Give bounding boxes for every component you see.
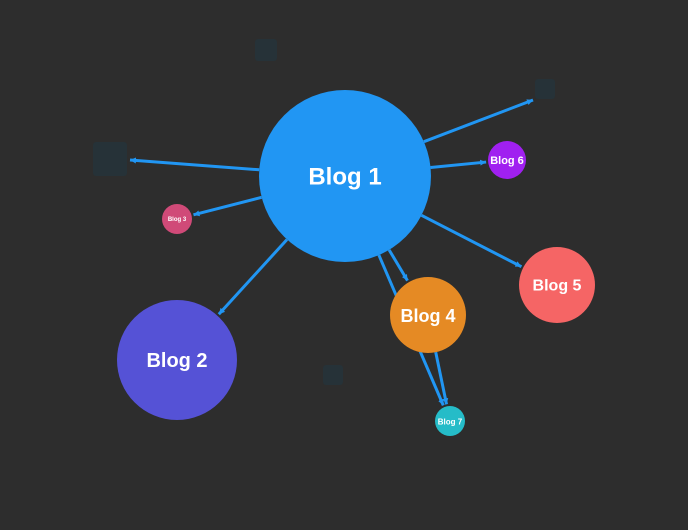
blog-2-circle	[117, 300, 237, 420]
placeholder-layer	[93, 39, 555, 385]
blog-1-label: Blog 1	[308, 164, 381, 191]
edge-blog-1-to-blog-2	[217, 238, 289, 316]
blog-3-label: Blog 3	[168, 217, 187, 223]
blog-3-circle	[162, 204, 192, 234]
blog-3-node[interactable]: Blog 3	[162, 204, 192, 234]
edge-blog-1-to-blog-3	[193, 195, 263, 217]
blog-6-node[interactable]: Blog 6	[488, 141, 526, 179]
nodes-layer: Blog 1 Blog 2 Blog 3 Blog 4 Blog 5 Blog 6 Blog…	[117, 90, 595, 436]
blog-6-circle	[488, 141, 526, 179]
edge-blog-1-to-blog-6	[430, 159, 487, 170]
placeholder-a-node	[93, 142, 127, 176]
blog-2-node[interactable]: Blog 2	[117, 300, 237, 420]
blog-4-node[interactable]: Blog 4	[390, 277, 466, 353]
placeholder-d-node	[323, 365, 343, 385]
blog-6-label: Blog 6	[490, 155, 524, 167]
blog-7-label: Blog 7	[438, 418, 463, 427]
blog-4-label: Blog 4	[400, 306, 455, 326]
placeholder-b-node	[535, 79, 555, 99]
edge-blog-4-to-blog-7	[434, 351, 449, 405]
blog-5-label: Blog 5	[533, 278, 582, 295]
edge-blog-1-to-blog-5	[420, 213, 523, 269]
edge-blog-1-to-blog-4	[387, 249, 409, 282]
edge-blog-1-to-placeholder-a	[129, 157, 260, 172]
blog-5-node[interactable]: Blog 5	[519, 247, 595, 323]
blog-1-circle	[259, 90, 431, 262]
blog-2-label: Blog 2	[146, 350, 207, 372]
blog-4-circle	[390, 277, 466, 353]
blog-7-node[interactable]: Blog 7	[435, 406, 465, 436]
edge-blog-1-to-placeholder-b	[423, 98, 534, 144]
placeholder-c-node	[255, 39, 277, 61]
blog-7-circle	[435, 406, 465, 436]
blog-5-circle	[519, 247, 595, 323]
blog-1-node[interactable]: Blog 1	[259, 90, 431, 262]
